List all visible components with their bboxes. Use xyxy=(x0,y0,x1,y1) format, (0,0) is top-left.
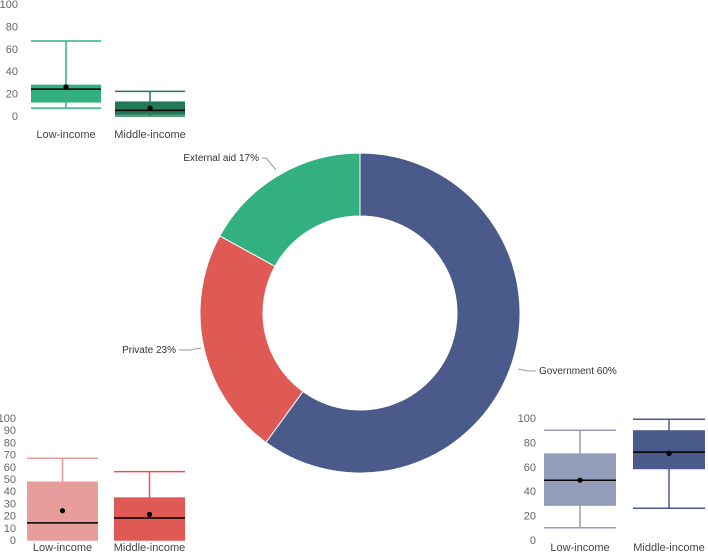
donut-chart: Government 60% Private 23% External aid 17… xyxy=(122,152,617,474)
mean-marker xyxy=(146,511,153,517)
mean-marker xyxy=(666,450,672,456)
y-tick-label: 20 xyxy=(4,511,16,523)
category-label: Low-income xyxy=(36,129,95,141)
mean-marker xyxy=(577,477,583,483)
leader-line xyxy=(517,368,536,372)
y-tick-label: 60 xyxy=(4,462,16,474)
y-tick-label: 20 xyxy=(6,89,18,101)
leader-line xyxy=(179,347,202,351)
donut-slice-government xyxy=(265,152,521,474)
mean-marker xyxy=(147,105,153,111)
y-tick-label: 40 xyxy=(4,486,16,498)
box-low-income: Low-income xyxy=(31,40,101,141)
y-tick-label: 80 xyxy=(6,21,18,33)
box-low-income: Low-income xyxy=(544,429,616,552)
box-middle-income: Middle-income xyxy=(633,418,705,552)
y-tick-label: 30 xyxy=(4,498,16,510)
donut-label-private: Private 23% xyxy=(122,345,176,356)
donut-label-external-aid: External aid 17% xyxy=(183,153,259,164)
y-tick-label: 0 xyxy=(12,111,18,123)
y-tick-label: 10 xyxy=(4,523,16,535)
y-tick-label: 40 xyxy=(524,486,536,498)
external-aid-box: 0 20 40 60 80 100 Low-income Middle-income xyxy=(0,0,186,141)
y-tick-label: 20 xyxy=(524,511,536,523)
y-tick-label: 0 xyxy=(10,535,16,547)
y-tick-label: 100 xyxy=(0,413,16,425)
category-label: Middle-income xyxy=(633,542,705,552)
y-tick-label: 0 xyxy=(530,535,536,547)
y-tick-label: 90 xyxy=(4,425,16,437)
box-low-income: Low-income xyxy=(27,457,98,552)
category-label: Middle-income xyxy=(114,129,186,141)
donut-label-government: Government 60% xyxy=(539,366,617,377)
donut-slice-private xyxy=(199,235,304,444)
mean-marker xyxy=(63,84,69,90)
donut-slice-external-aid xyxy=(219,152,361,267)
y-tick-label: 80 xyxy=(524,437,536,449)
leader-line xyxy=(262,157,277,171)
y-tick-label: 60 xyxy=(6,44,18,56)
box-middle-income: Middle-income xyxy=(114,90,186,141)
y-tick-label: 50 xyxy=(4,474,16,486)
y-tick-label: 100 xyxy=(0,0,18,11)
category-label: Middle-income xyxy=(114,542,186,552)
mean-marker xyxy=(59,508,66,514)
y-tick-label: 60 xyxy=(524,462,536,474)
y-tick-label: 80 xyxy=(4,437,16,449)
y-tick-label: 70 xyxy=(4,450,16,462)
y-tick-label: 100 xyxy=(518,413,536,425)
box-middle-income: Middle-income xyxy=(114,470,186,552)
government-box: 0 20 40 60 80 100 Low-income Middle-income xyxy=(518,413,705,552)
category-label: Low-income xyxy=(550,542,609,552)
box-iqr xyxy=(633,430,705,470)
y-tick-label: 40 xyxy=(6,66,18,78)
category-label: Low-income xyxy=(33,542,92,552)
